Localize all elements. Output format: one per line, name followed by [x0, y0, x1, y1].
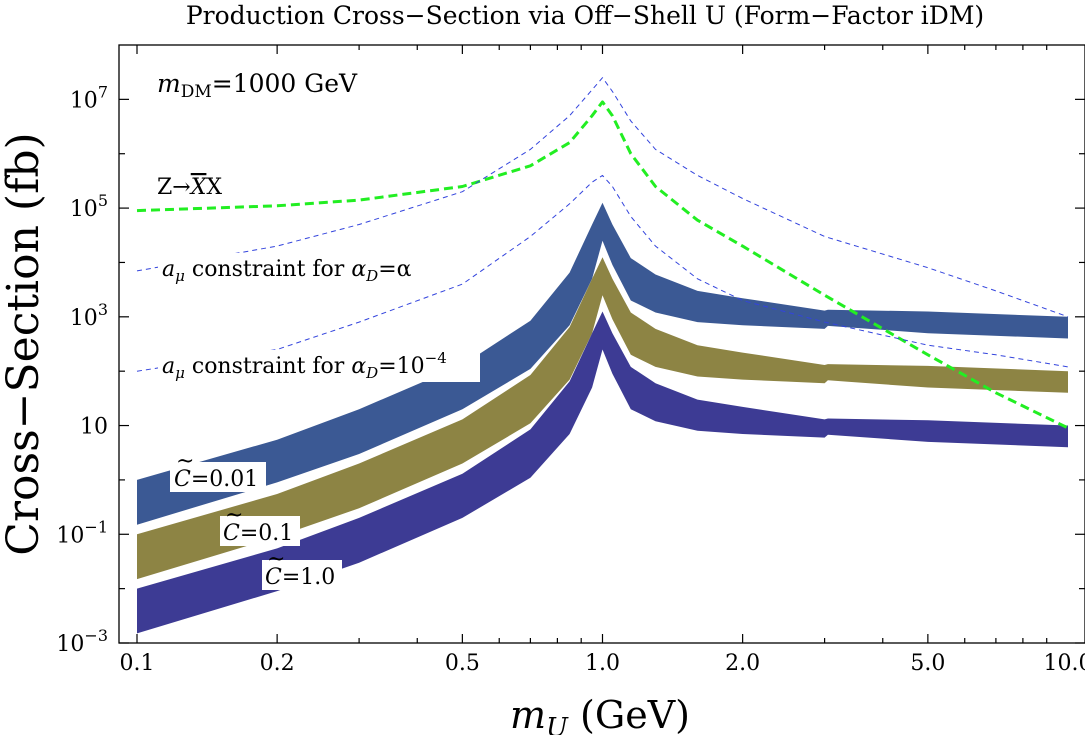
series-line-1 — [136, 100, 1069, 430]
x-tick-label: 1.0 — [585, 651, 620, 676]
bands-layer — [137, 202, 1068, 634]
c01-bg — [220, 516, 300, 546]
x-tick-label: 0.1 — [120, 651, 155, 676]
x-axis: 0.1 0.2 0.5 1.0 2.0 5.0 10.0 — [120, 45, 1085, 676]
x-tick-label: 5.0 — [910, 651, 945, 676]
band-1 — [137, 202, 1068, 525]
series-line-2 — [136, 77, 1069, 318]
z-annotation: Z→XX — [157, 175, 222, 200]
y-tick-label: 10−3 — [56, 626, 108, 657]
series-layer — [136, 77, 1069, 430]
y-axis-label: Cross−Section (fb) — [0, 132, 49, 555]
x-tick-label: 2.0 — [725, 651, 760, 676]
x-tick-label: 0.5 — [445, 651, 480, 676]
y-axis: 10−3 10−1 10 103 105 107 — [56, 82, 1085, 657]
c1-annotation: C=1.0 — [265, 565, 335, 590]
x-axis-label: mU (GeV) — [510, 693, 690, 735]
band-3 — [137, 311, 1068, 634]
amu-alpha-annotation: aμ constraint for αD=α — [162, 257, 412, 285]
c1-bg — [262, 560, 342, 590]
y-tick-label: 10−1 — [56, 517, 108, 548]
amu-alpha-bg — [158, 253, 458, 283]
band-2 — [137, 257, 1068, 580]
c01-annotation: C=0.1 — [223, 521, 293, 546]
c001-bg — [170, 462, 266, 492]
series-line-3 — [136, 174, 1069, 372]
chart-title: Production Cross−Section via Off−Shell U… — [186, 1, 984, 30]
c001-tilde: ~ — [176, 449, 194, 474]
c1-tilde: ~ — [267, 547, 285, 572]
amu-1e4-bg — [158, 350, 480, 382]
x-tick-label: 0.2 — [260, 651, 295, 676]
mdm-annotation: mDM=1000 GeV — [157, 69, 358, 102]
amu-1e4-annotation: aμ constraint for αD=10−4 — [162, 349, 447, 382]
y-tick-label: 107 — [70, 82, 108, 113]
x-tick-label: 10.0 — [1044, 651, 1085, 676]
y-tick-label: 105 — [70, 191, 108, 222]
c001-annotation: C=0.01 — [174, 467, 258, 492]
y-tick-label: 103 — [70, 300, 108, 331]
y-tick-label: 10 — [80, 415, 108, 440]
c01-tilde: ~ — [225, 503, 243, 528]
